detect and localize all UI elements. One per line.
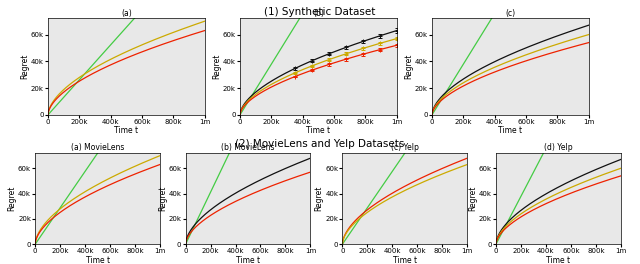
Y-axis label: Regret: Regret [212, 54, 221, 79]
Y-axis label: Regret: Regret [404, 54, 413, 79]
Title: (b) MovieLens: (b) MovieLens [221, 143, 275, 152]
X-axis label: Time t: Time t [499, 126, 522, 135]
Y-axis label: Regret: Regret [315, 186, 324, 211]
Y-axis label: Regret: Regret [8, 186, 17, 211]
X-axis label: Time t: Time t [547, 256, 570, 264]
Text: (2) MovieLens and Yelp Datasets: (2) MovieLens and Yelp Datasets [236, 139, 404, 149]
Y-axis label: Regret: Regret [158, 186, 167, 211]
Text: (1) Synthetic Dataset: (1) Synthetic Dataset [264, 7, 376, 17]
Title: (c): (c) [506, 9, 515, 18]
Y-axis label: Regret: Regret [468, 186, 477, 211]
Title: (c) Yelp: (c) Yelp [391, 143, 419, 152]
Title: (a) MovieLens: (a) MovieLens [71, 143, 124, 152]
Title: (d) Yelp: (d) Yelp [544, 143, 573, 152]
X-axis label: Time t: Time t [115, 126, 138, 135]
Title: (a): (a) [121, 9, 132, 18]
X-axis label: Time t: Time t [86, 256, 109, 264]
X-axis label: Time t: Time t [393, 256, 417, 264]
Title: (b): (b) [313, 9, 324, 18]
X-axis label: Time t: Time t [236, 256, 260, 264]
Y-axis label: Regret: Regret [20, 54, 29, 79]
X-axis label: Time t: Time t [307, 126, 330, 135]
